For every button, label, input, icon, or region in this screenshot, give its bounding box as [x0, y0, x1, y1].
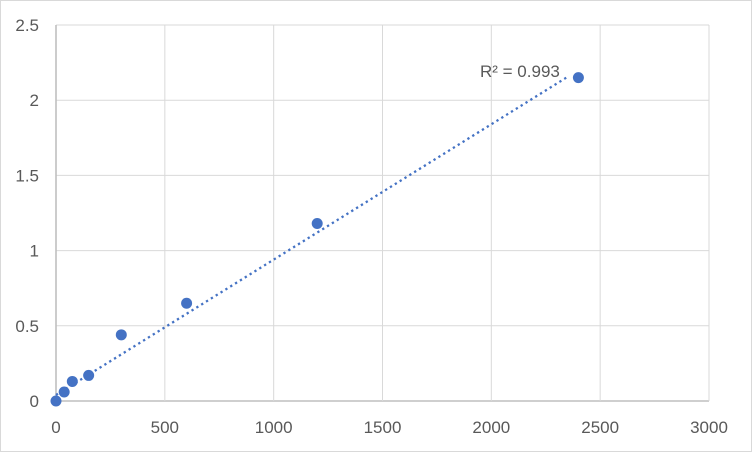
x-tick-label: 2500	[581, 418, 619, 437]
data-point-marker	[115, 329, 127, 341]
x-tick-label: 3000	[690, 418, 728, 437]
data-point-marker	[83, 369, 95, 381]
data-point-marker	[58, 386, 70, 398]
data-point-marker	[66, 375, 78, 387]
y-tick-label: 2.5	[15, 16, 39, 35]
data-point-marker	[50, 395, 62, 407]
x-tick-label: 2000	[472, 418, 510, 437]
x-tick-label: 500	[151, 418, 179, 437]
x-tick-label: 1500	[364, 418, 402, 437]
data-point-marker	[572, 72, 584, 84]
trendline	[55, 76, 568, 396]
x-tick-label: 0	[51, 418, 60, 437]
y-tick-label: 0.5	[15, 317, 39, 336]
y-tick-label: 1	[30, 242, 39, 261]
y-tick-label: 1.5	[15, 166, 39, 185]
y-tick-label: 0	[30, 392, 39, 411]
x-tick-label: 1000	[255, 418, 293, 437]
data-point-marker	[181, 297, 193, 309]
r-squared-label: R² = 0.993	[480, 62, 560, 81]
data-point-marker	[311, 218, 323, 230]
y-tick-label: 2	[30, 91, 39, 110]
